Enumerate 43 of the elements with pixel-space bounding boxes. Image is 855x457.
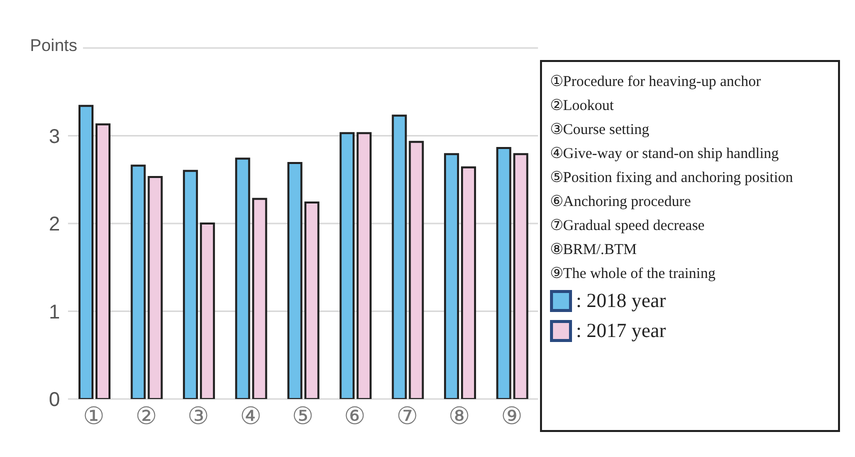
- y-tick-label: 0: [48, 389, 60, 412]
- bar: [235, 158, 250, 399]
- text: ⑨The whole of the training: [550, 265, 716, 284]
- x-tick-label: ⑧: [448, 403, 471, 430]
- bar: [392, 114, 407, 399]
- bar: [95, 123, 110, 399]
- text: ③Course setting: [550, 121, 650, 140]
- text: ⑦Gradual speed decrease: [550, 217, 706, 236]
- y-tick-label: 1: [48, 301, 60, 324]
- text: ⑥Anchoring procedure: [550, 193, 692, 212]
- x-tick-label: ④: [240, 403, 262, 430]
- text: ②Lookout: [550, 97, 615, 116]
- bar: [287, 162, 302, 399]
- y-tick-label: 3: [48, 126, 60, 148]
- text: ⑧BRM/.BTM: [550, 241, 638, 260]
- text: ①Procedure for heaving-up anchor: [550, 73, 762, 92]
- x-tick-label: ②: [135, 403, 158, 430]
- bar: [200, 222, 215, 399]
- text: ④Give-way or stand-on ship handling: [550, 145, 780, 164]
- x-tick-label: ⑦: [396, 403, 418, 430]
- bar: [496, 147, 512, 399]
- x-tick-label: ①: [83, 403, 106, 430]
- bar: [340, 132, 355, 399]
- bar: [408, 140, 424, 399]
- y-tick-label: 2: [48, 214, 60, 236]
- bar: [182, 170, 198, 399]
- x-tick-label: ③: [188, 403, 210, 430]
- y-axis-title: Points: [30, 36, 84, 56]
- text: ⑤Position fixing and anchoring position: [550, 169, 794, 188]
- x-tick-label: ⑤: [292, 403, 314, 430]
- bar: [78, 104, 94, 399]
- bar: [130, 164, 146, 399]
- legend-label: : 2017 year: [576, 319, 666, 344]
- bar: [444, 153, 460, 399]
- bar: [304, 201, 320, 399]
- bar: [356, 132, 372, 399]
- bar: [252, 198, 268, 399]
- bar: [148, 176, 163, 399]
- x-tick-label: ⑥: [344, 403, 366, 430]
- bar: [513, 153, 528, 399]
- legend-label: : 2018 year: [576, 289, 666, 314]
- x-tick-label: ⑨: [500, 403, 523, 430]
- bar: [461, 166, 476, 399]
